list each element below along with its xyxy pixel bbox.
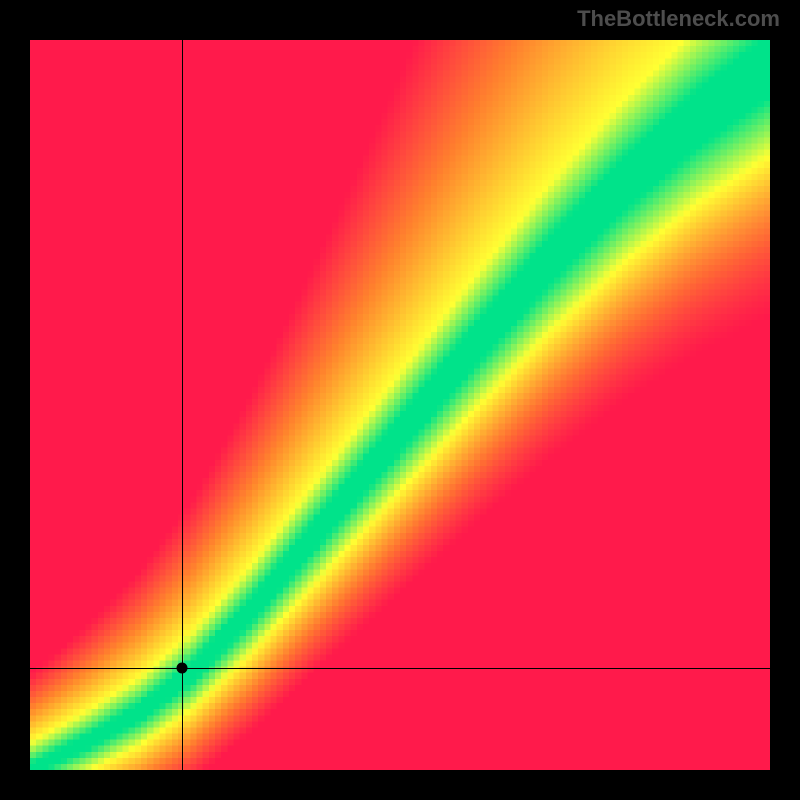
heatmap-plot xyxy=(30,40,770,770)
watermark-text: TheBottleneck.com xyxy=(577,6,780,32)
heatmap-canvas xyxy=(30,40,770,770)
chart-frame: TheBottleneck.com xyxy=(0,0,800,800)
